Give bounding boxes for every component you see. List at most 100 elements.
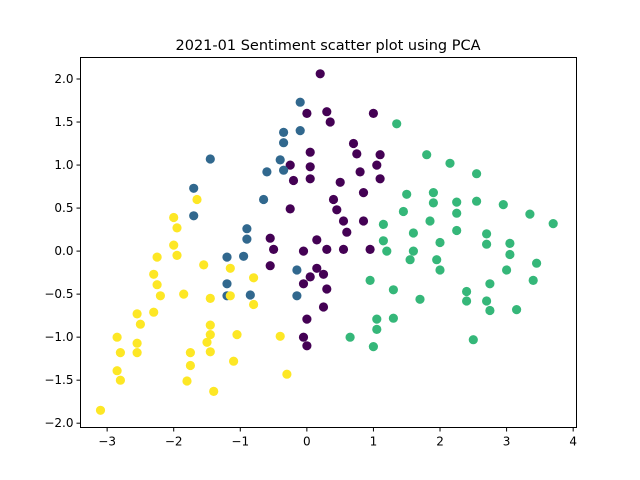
scatter-points [95, 69, 558, 415]
scatter-point [378, 219, 388, 229]
scatter-point [279, 127, 289, 137]
scatter-point [209, 386, 219, 396]
scatter-point [192, 194, 202, 205]
scatter-point [348, 138, 359, 149]
scatter-point [368, 342, 378, 352]
y-tick-label: 2.0 [54, 72, 73, 86]
y-tick-label: −1.5 [44, 373, 73, 387]
scatter-point [452, 208, 462, 218]
scatter-point [425, 216, 435, 226]
scatter-point [482, 296, 492, 306]
scatter-point [548, 219, 558, 229]
scatter-point [338, 216, 349, 226]
scatter-point [372, 160, 382, 170]
scatter-point [275, 331, 285, 341]
scatter-point [222, 252, 232, 262]
scatter-point [378, 236, 388, 246]
scatter-point [415, 294, 425, 304]
scatter-point [482, 229, 492, 239]
scatter-point [305, 272, 315, 282]
scatter-point [112, 332, 122, 342]
scatter-point [182, 376, 192, 386]
x-tick-label: −2 [165, 435, 183, 449]
scatter-point [365, 244, 375, 254]
scatter-point [382, 246, 392, 256]
scatter-point [232, 330, 242, 340]
scatter-point [452, 225, 462, 236]
scatter-point [422, 150, 432, 160]
scatter-point [298, 246, 309, 256]
scatter-point [502, 265, 512, 275]
scatter-point [468, 335, 478, 345]
scatter-point [285, 204, 295, 214]
scatter-point [269, 244, 279, 254]
y-tick-label: −0.5 [44, 287, 73, 301]
scatter-point [482, 239, 492, 249]
scatter-point [532, 258, 542, 268]
scatter-point [132, 338, 142, 348]
scatter-point [498, 200, 508, 210]
plot-frame [80, 57, 577, 428]
x-tick-label: 1 [370, 435, 378, 449]
scatter-point [259, 194, 269, 205]
scatter-point [205, 293, 215, 303]
scatter-point [199, 260, 209, 270]
scatter-point [172, 250, 182, 260]
scatter-point [408, 246, 418, 256]
y-tick-label: 0.5 [54, 201, 73, 215]
y-tick-label: 1.5 [54, 115, 73, 129]
scatter-point [358, 216, 369, 226]
scatter-point [275, 155, 285, 165]
scatter-point [472, 169, 482, 179]
scatter-point [312, 235, 322, 245]
scatter-point [205, 347, 215, 357]
scatter-point [398, 206, 408, 217]
x-tick-label: 3 [503, 435, 511, 449]
scatter-point [428, 188, 438, 198]
scatter-point [239, 251, 249, 261]
scatter-point [288, 175, 299, 186]
scatter-point [115, 375, 125, 385]
scatter-point [462, 286, 472, 297]
scatter-point [485, 279, 495, 289]
scatter-point [249, 299, 259, 310]
scatter-point [525, 209, 535, 219]
scatter-point [365, 275, 375, 285]
scatter-point [335, 177, 345, 187]
scatter-point [372, 324, 382, 334]
scatter-point [112, 366, 122, 376]
scatter-point [322, 244, 332, 254]
scatter-point [358, 188, 369, 198]
scatter-point [318, 302, 329, 312]
scatter-point [372, 314, 382, 324]
scatter-point [338, 244, 349, 254]
scatter-point [298, 332, 309, 342]
scatter-point [285, 160, 295, 170]
y-tick-label: −1.0 [44, 330, 73, 344]
scatter-point [485, 305, 495, 316]
scatter-point [189, 183, 199, 193]
scatter-point [249, 273, 259, 283]
scatter-point [302, 108, 312, 118]
scatter-point [305, 162, 315, 172]
x-tick-label: −1 [231, 435, 249, 449]
scatter-point [292, 291, 302, 301]
scatter-point [279, 165, 289, 175]
scatter-point [179, 289, 189, 299]
x-tick-label: −3 [98, 435, 116, 449]
scatter-point [242, 224, 252, 234]
scatter-point [292, 265, 302, 275]
scatter-point [528, 275, 538, 285]
scatter-point [302, 314, 312, 324]
scatter-point [402, 189, 412, 199]
scatter-point [172, 223, 182, 233]
scatter-point [205, 330, 215, 340]
scatter-point [132, 309, 142, 319]
chart-title: 2021-01 Sentiment scatter plot using PCA [176, 38, 481, 54]
scatter-point [432, 255, 442, 265]
scatter-point [462, 296, 472, 306]
scatter-point [149, 269, 159, 279]
scatter-point [405, 255, 415, 265]
scatter-point [185, 360, 195, 371]
